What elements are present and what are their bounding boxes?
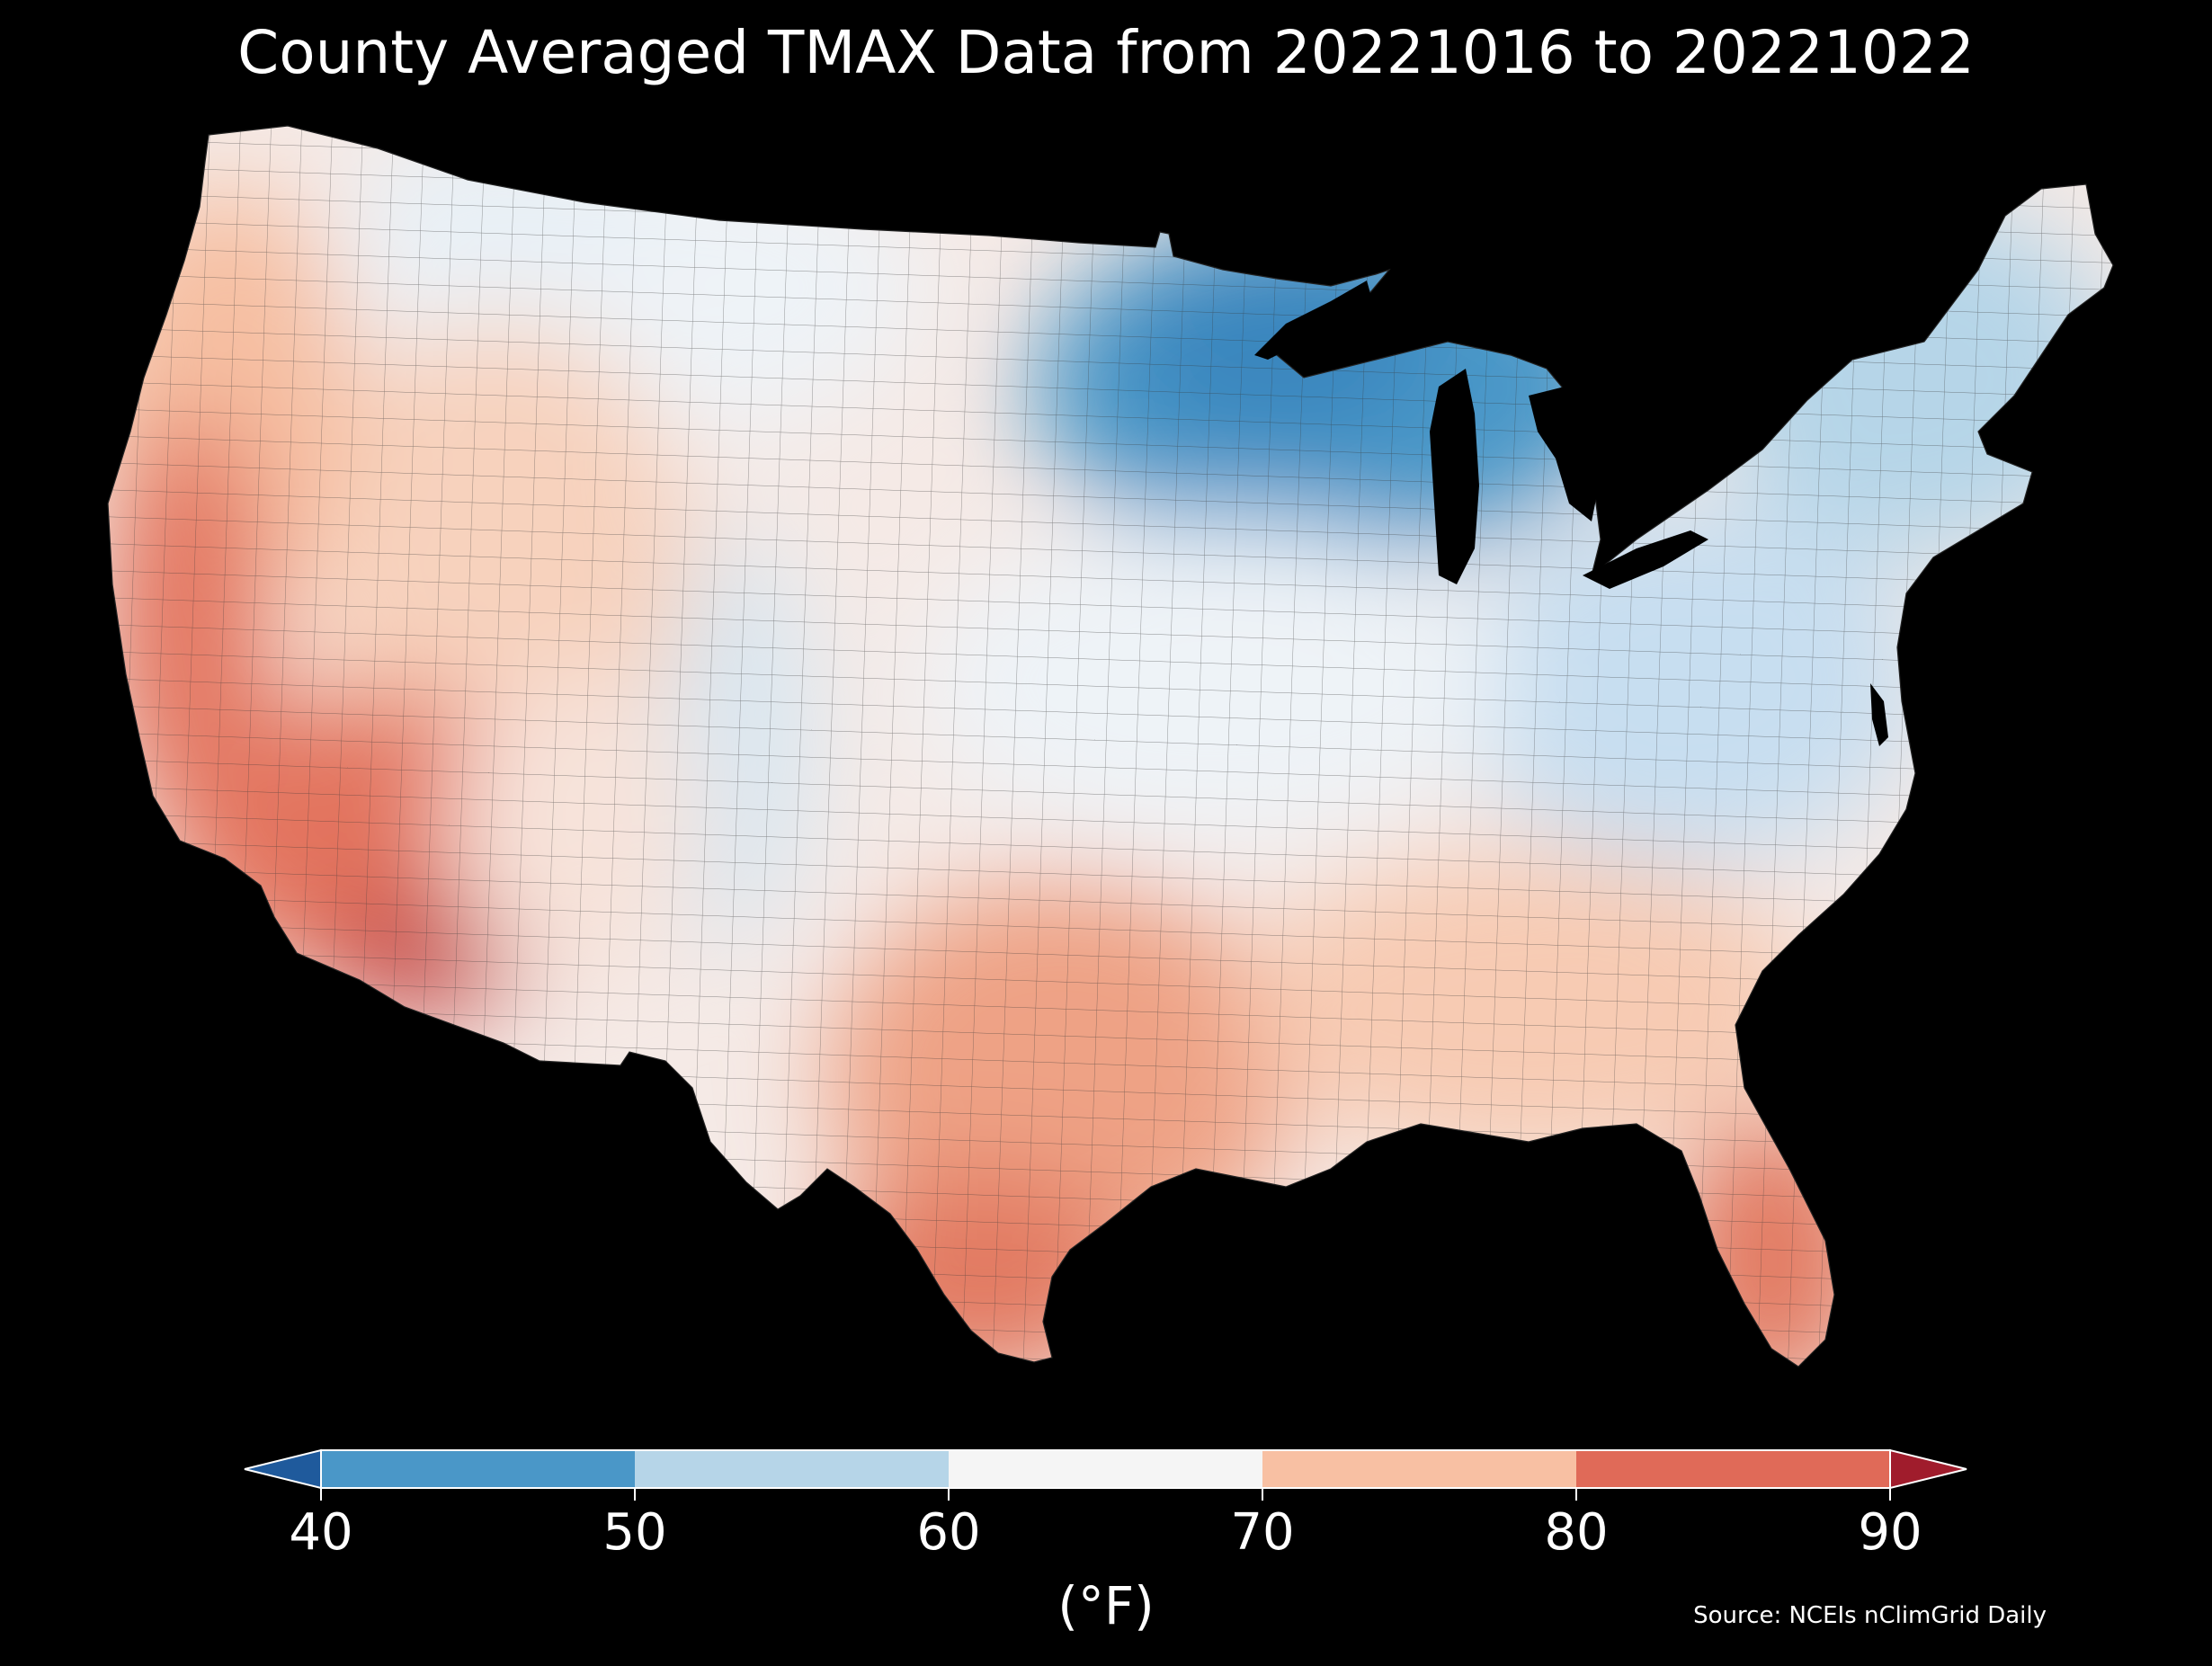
colorbar-bin-40-50 bbox=[321, 1450, 635, 1488]
lake-superior bbox=[1254, 281, 1371, 360]
colorbar-tick-label: 90 bbox=[1858, 1503, 1922, 1562]
colorbar-bin-60-70 bbox=[949, 1450, 1262, 1488]
lake-erie bbox=[1583, 530, 1708, 589]
colorbar-tick-label: 80 bbox=[1544, 1503, 1609, 1562]
colorbar-units-label: (°F) bbox=[1057, 1575, 1155, 1636]
great-lakes bbox=[1254, 281, 1888, 746]
colorbar-bin-50-60 bbox=[635, 1450, 949, 1488]
lake-huron bbox=[1529, 387, 1601, 521]
colorbar-extend-high bbox=[1889, 1448, 1967, 1490]
source-credit: Source: NCEIs nClimGrid Daily bbox=[1693, 1602, 2047, 1629]
map-title: County Averaged TMAX Data from 20221016 … bbox=[237, 18, 1975, 87]
colorbar-tick-label: 70 bbox=[1230, 1503, 1295, 1562]
chesapeake-bay bbox=[1870, 683, 1888, 746]
colorbar-bin-70-80 bbox=[1262, 1450, 1576, 1488]
colorbar-tick-label: 50 bbox=[602, 1503, 667, 1562]
lake-michigan bbox=[1430, 369, 1479, 584]
colorbar-tick-label: 60 bbox=[916, 1503, 981, 1562]
colorbar-outline bbox=[320, 1449, 1891, 1489]
colorbar-extend-low bbox=[244, 1448, 322, 1490]
colorbar-bin-80-90 bbox=[1576, 1450, 1890, 1488]
colorbar-tick-label: 40 bbox=[289, 1503, 353, 1562]
